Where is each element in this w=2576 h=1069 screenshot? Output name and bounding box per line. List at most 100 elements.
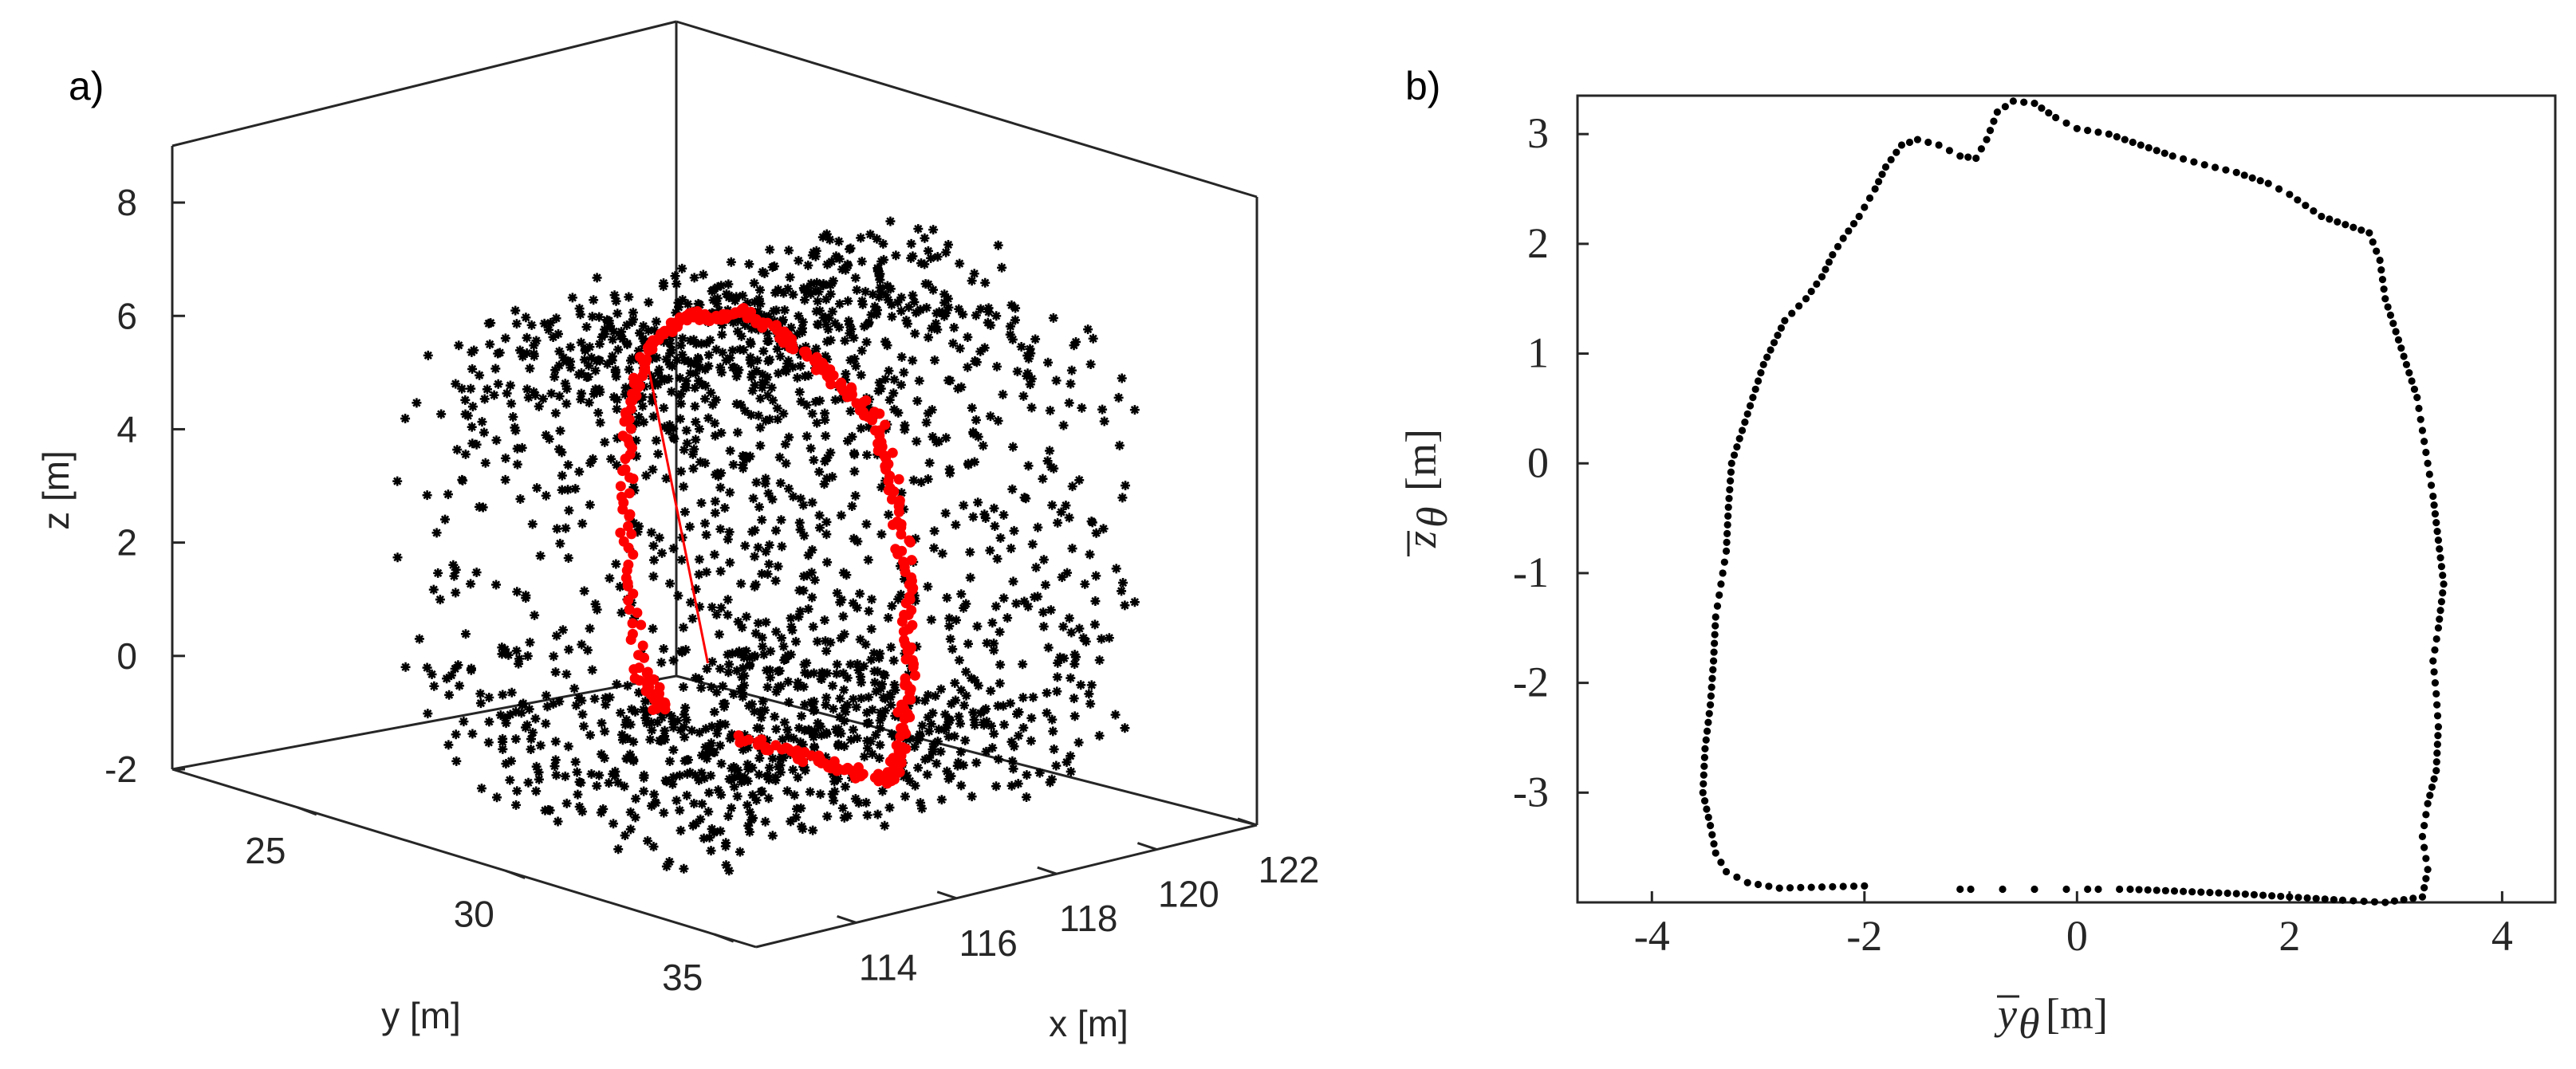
cloud-point	[967, 792, 977, 802]
cloud-point	[701, 338, 711, 348]
data-point	[2415, 404, 2423, 413]
cloud-point	[1069, 711, 1080, 721]
cloud-point	[727, 729, 737, 740]
data-point	[2376, 256, 2384, 265]
cloud-point	[909, 297, 920, 307]
data-point	[1699, 788, 1707, 796]
cloud-point	[565, 363, 576, 373]
cloud-point	[631, 793, 641, 804]
cloud-point	[792, 329, 802, 340]
cloud-point	[963, 332, 973, 342]
cloud-point	[923, 581, 933, 591]
cloud-point	[843, 811, 853, 821]
data-point	[2394, 336, 2403, 344]
cloud-point	[637, 401, 648, 411]
cloud-point	[728, 689, 739, 699]
cloud-point	[709, 549, 719, 560]
cloud-point	[682, 768, 692, 779]
cloud-point	[802, 658, 812, 668]
cloud-point	[916, 477, 927, 487]
data-point	[2030, 100, 2038, 108]
cloud-point	[761, 474, 771, 484]
cloud-point	[951, 615, 961, 625]
cloud-point	[910, 595, 920, 606]
cloud-point	[834, 322, 845, 332]
cloud-point	[576, 394, 586, 404]
cloud-point	[687, 725, 697, 736]
cloud-point	[926, 719, 936, 729]
cloud-point	[774, 452, 785, 462]
cloud-point	[1097, 634, 1107, 644]
cloud-point	[754, 753, 765, 764]
cloud-point	[932, 252, 943, 262]
cloud-point	[621, 320, 632, 330]
cloud-point	[646, 371, 656, 381]
cloud-point	[613, 844, 624, 855]
cloud-point	[765, 665, 775, 675]
cloud-point	[500, 713, 510, 723]
panel-a-label: a)	[69, 64, 104, 108]
cloud-point	[486, 318, 496, 328]
data-point	[1767, 346, 1774, 354]
cloud-point	[550, 755, 561, 765]
cloud-point	[993, 415, 1003, 426]
cloud-point	[847, 501, 857, 511]
cloud-point	[778, 288, 789, 298]
cloud-point	[929, 543, 939, 553]
data-point	[2434, 732, 2442, 740]
cloud-point	[725, 353, 735, 364]
data-point	[2410, 385, 2419, 393]
cloud-point	[943, 239, 954, 250]
cloud-point	[740, 406, 750, 416]
data-point	[2390, 897, 2399, 905]
cloud-point	[878, 692, 888, 702]
data-point	[2160, 149, 2168, 157]
cloud-point	[776, 515, 786, 525]
cloud-point	[1085, 698, 1096, 709]
cloud-point	[638, 321, 648, 332]
cloud-point	[508, 412, 518, 422]
cloud-point	[686, 597, 696, 607]
cloud-point	[937, 548, 947, 559]
cloud-point	[972, 621, 983, 631]
cloud-point	[1053, 517, 1063, 528]
cloud-point	[679, 445, 689, 455]
cloud-point	[685, 768, 695, 778]
cloud-point	[512, 587, 522, 597]
cloud-point	[923, 690, 933, 700]
cloud-point	[803, 371, 813, 381]
section-point	[624, 509, 636, 520]
cloud-point	[612, 309, 623, 319]
cloud-point	[1010, 315, 1020, 325]
cloud-point	[901, 770, 912, 780]
data-point	[2384, 303, 2392, 311]
cloud-point	[920, 259, 930, 269]
cloud-point	[458, 475, 468, 485]
cloud-point	[821, 430, 831, 441]
cloud-point	[729, 782, 739, 792]
cloud-point	[986, 721, 996, 731]
cloud-point	[861, 639, 871, 650]
cloud-point	[850, 793, 861, 804]
section-point	[624, 488, 635, 499]
cloud-point	[676, 340, 686, 351]
cloud-point	[842, 259, 853, 269]
cloud-point	[875, 740, 885, 750]
cloud-point	[613, 344, 624, 355]
cloud-point	[758, 641, 768, 651]
cloud-point	[941, 247, 951, 257]
cloud-point	[512, 459, 522, 470]
cloud-point	[814, 523, 825, 533]
cloud-point	[1062, 568, 1073, 578]
cloud-point	[716, 603, 727, 613]
cloud-point	[1019, 596, 1030, 607]
cloud-point	[920, 754, 930, 764]
cloud-point	[819, 479, 829, 489]
data-point	[2357, 226, 2365, 234]
cloud-point	[647, 396, 657, 407]
cloud-point	[747, 527, 758, 537]
cloud-point	[799, 762, 809, 772]
cloud-point	[467, 347, 477, 357]
cloud-point	[959, 700, 970, 710]
cloud-point	[443, 740, 454, 750]
